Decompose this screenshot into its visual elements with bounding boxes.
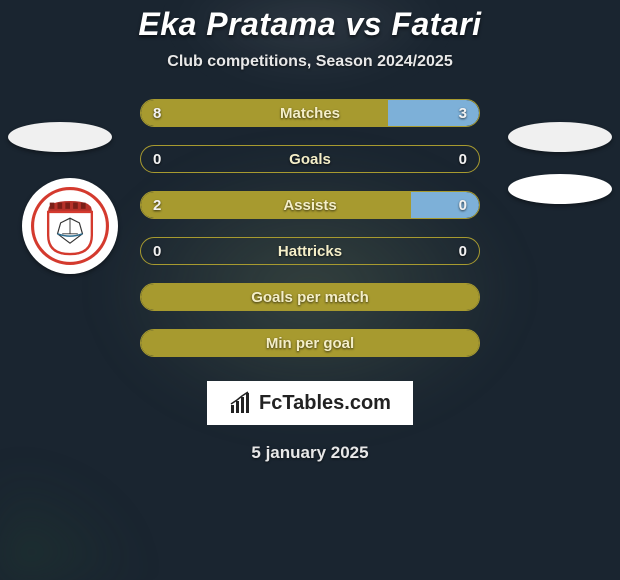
chart-icon <box>229 391 253 415</box>
stat-label: Assists <box>141 197 479 214</box>
player-avatar-left <box>8 122 112 152</box>
subtitle: Club competitions, Season 2024/2025 <box>167 53 452 71</box>
stat-label: Matches <box>141 105 479 122</box>
date-label: 5 january 2025 <box>251 443 368 463</box>
stat-label: Goals <box>141 151 479 168</box>
club-logo-left <box>22 178 118 274</box>
stat-label: Min per goal <box>141 335 479 352</box>
club-logo-right <box>508 174 612 204</box>
watermark-text: FcTables.com <box>259 392 391 415</box>
stat-row: Goals per match <box>140 283 480 311</box>
stat-row: 83Matches <box>140 99 480 127</box>
stat-label: Hattricks <box>141 243 479 260</box>
psm-logo-icon <box>31 187 109 265</box>
page-title: Eka Pratama vs Fatari <box>138 6 481 43</box>
stat-row: 00Hattricks <box>140 237 480 265</box>
comparison-card: Eka Pratama vs Fatari Club competitions,… <box>0 0 620 580</box>
stat-row: 20Assists <box>140 191 480 219</box>
stats-panel: 83Matches 00Goals 20Assists 00Hattricks Goal… <box>140 99 480 357</box>
stat-row: 00Goals <box>140 145 480 173</box>
stat-row: Min per goal <box>140 329 480 357</box>
stat-label: Goals per match <box>141 289 479 306</box>
player-avatar-right <box>508 122 612 152</box>
watermark: FcTables.com <box>207 381 413 425</box>
